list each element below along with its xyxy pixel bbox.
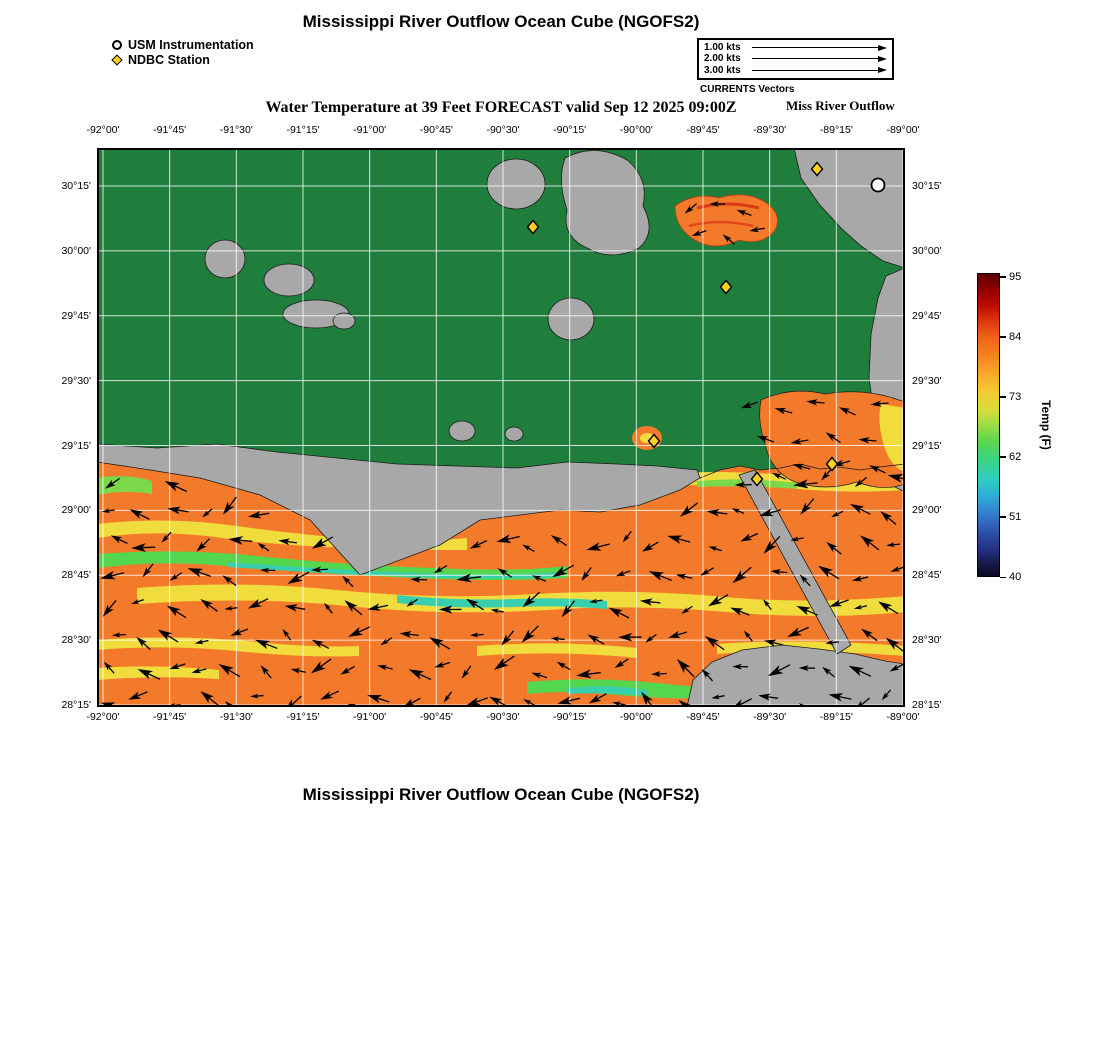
y-axis-tick-label-left: 29°15' <box>61 439 91 452</box>
ndbc-station-marker <box>750 471 764 487</box>
currents-speed-label: 1.00 kts <box>704 42 741 54</box>
y-axis-tick-label-right: 29°30' <box>912 374 942 387</box>
x-axis-tick-label-bottom: -90°45' <box>419 711 453 723</box>
y-axis-tick-label-right: 29°15' <box>912 439 942 452</box>
y-axis-tick-label-left: 30°15' <box>61 180 91 192</box>
x-axis-tick-label-bottom: -90°15' <box>553 711 587 723</box>
station-markers-layer <box>526 161 886 487</box>
currents-legend-caption: CURRENTS Vectors <box>700 84 795 95</box>
x-axis-tick-label-bottom: -89°00' <box>886 711 920 723</box>
currents-speed-label: 3.00 kts <box>704 64 741 76</box>
x-axis-tick-label-bottom: -90°00' <box>619 711 653 723</box>
currents-speed-label: 2.00 kts <box>704 53 741 65</box>
plot-frame <box>97 148 905 707</box>
current-arrow-shaft <box>752 47 879 49</box>
x-axis-tick-label-bottom: -91°45' <box>153 711 187 723</box>
y-axis-tick-label-left: 28°30' <box>61 634 91 647</box>
y-axis-tick-label-left: 29°45' <box>61 309 91 322</box>
temperature-colorbar <box>977 273 1000 577</box>
colorbar-tick <box>1000 276 1006 278</box>
x-axis-tick-label-top: -91°30' <box>219 124 253 136</box>
x-axis-tick-label-top: -90°45' <box>419 124 453 136</box>
usm-circle-icon <box>109 39 125 50</box>
currents-legend-row: 2.00 kts <box>704 53 887 64</box>
page-title-bottom: Mississippi River Outflow Ocean Cube (NG… <box>302 785 700 804</box>
current-arrow-shaft <box>752 69 879 71</box>
x-axis-tick-label-bottom: -89°45' <box>686 711 720 723</box>
colorbar-tick <box>1000 576 1006 578</box>
x-axis-tick-label-top: -89°00' <box>886 124 920 136</box>
colorbar-tick-label: 62 <box>1009 450 1022 463</box>
usm-legend-label: USM Instrumentation <box>128 37 254 52</box>
colorbar-axis-label: Temp (F) <box>1039 400 1053 450</box>
page-title: Mississippi River Outflow Ocean Cube (NG… <box>302 12 700 31</box>
y-axis-tick-label-left: 28°15' <box>61 699 91 711</box>
x-axis-tick-label-top: -91°15' <box>286 124 320 136</box>
ndbc-station-marker <box>825 456 839 472</box>
ndbc-diamond-icon <box>109 53 125 66</box>
map-plot <box>97 148 905 707</box>
currents-legend-box: 1.00 kts 2.00 kts 3.00 kts <box>697 38 894 80</box>
colorbar-tick <box>1000 516 1006 518</box>
y-axis-tick-label-left: 29°30' <box>61 374 91 387</box>
current-arrow-head-icon <box>878 55 887 62</box>
y-axis-tick-label-right: 29°00' <box>912 504 942 517</box>
colorbar-tick <box>1000 336 1006 338</box>
plot-subtitle: Water Temperature at 39 Feet FORECAST va… <box>265 99 737 116</box>
colorbar-tick-label: 51 <box>1009 510 1022 523</box>
x-axis-tick-label-bottom: -91°00' <box>353 711 387 723</box>
ndbc-station-marker <box>810 161 824 177</box>
x-axis-tick-label-top: -89°15' <box>819 124 853 136</box>
x-axis-tick-label-top: -92°00' <box>86 124 120 136</box>
station-legend: USM Instrumentation NDBC Station <box>109 37 254 67</box>
y-axis-tick-label-right: 28°15' <box>912 699 942 711</box>
ndbc-legend-row: NDBC Station <box>109 52 254 67</box>
usm-legend-row: USM Instrumentation <box>109 37 254 52</box>
x-axis-tick-label-bottom: -89°15' <box>819 711 853 723</box>
ndbc-station-marker <box>719 279 733 295</box>
colorbar-tick <box>1000 456 1006 458</box>
x-axis-tick-label-top: -90°30' <box>486 124 520 136</box>
x-axis-tick-label-bottom: -89°30' <box>753 711 787 723</box>
x-axis-tick-label-top: -91°45' <box>153 124 187 136</box>
y-axis-tick-label-left: 30°00' <box>61 244 91 257</box>
y-axis-tick-label-left: 29°00' <box>61 504 91 517</box>
current-arrow-head-icon <box>878 67 887 74</box>
x-axis-tick-label-top: -89°30' <box>753 124 787 136</box>
y-axis-tick-label-right: 28°45' <box>912 569 942 582</box>
currents-legend-row: 3.00 kts <box>704 65 887 76</box>
temperature-streaks <box>97 472 905 699</box>
colorbar-tick-label: 73 <box>1009 390 1022 403</box>
current-vectors-layer <box>100 201 905 707</box>
x-axis-tick-label-bottom: -91°30' <box>219 711 253 723</box>
x-axis-tick-label-top: -89°45' <box>686 124 720 136</box>
cube-name-label: Miss River Outflow <box>784 98 897 114</box>
colorbar-tick-label: 84 <box>1009 330 1022 343</box>
current-arrow-shaft <box>752 58 879 60</box>
grid-lines <box>99 150 904 706</box>
ndbc-station-marker <box>647 433 661 449</box>
ndbc-station-marker <box>526 219 540 235</box>
x-axis-tick-label-top: -90°00' <box>619 124 653 136</box>
colorbar-tick-label: 95 <box>1009 270 1022 283</box>
y-axis-tick-label-right: 29°45' <box>912 309 942 322</box>
x-axis-tick-label-top: -91°00' <box>353 124 387 136</box>
x-axis-tick-label-bottom: -92°00' <box>86 711 120 723</box>
currents-legend-row: 1.00 kts <box>704 42 887 53</box>
current-arrow-head-icon <box>878 44 887 51</box>
x-axis-tick-label-bottom: -90°30' <box>486 711 520 723</box>
y-axis-tick-label-right: 30°15' <box>912 180 942 192</box>
colorbar-tick-label: 40 <box>1009 571 1022 583</box>
colorbar-tick <box>1000 396 1006 398</box>
x-axis-tick-label-bottom: -91°15' <box>286 711 320 723</box>
y-axis-tick-label-left: 28°45' <box>61 569 91 582</box>
usm-station-marker <box>870 177 886 193</box>
y-axis-tick-label-right: 28°30' <box>912 634 942 647</box>
ndbc-legend-label: NDBC Station <box>128 52 210 67</box>
y-axis-tick-label-right: 30°00' <box>912 244 942 257</box>
x-axis-tick-label-top: -90°15' <box>553 124 587 136</box>
